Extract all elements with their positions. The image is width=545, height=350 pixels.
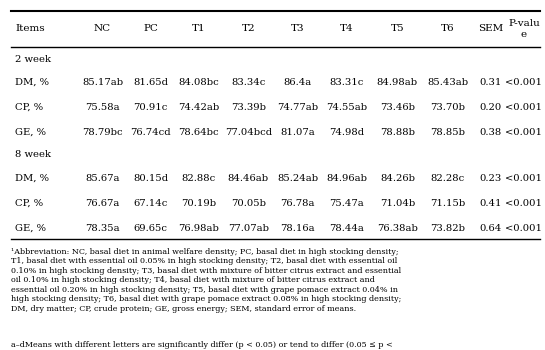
- Text: 75.47a: 75.47a: [330, 199, 364, 208]
- Text: <0.001: <0.001: [505, 128, 542, 137]
- Text: 73.46b: 73.46b: [380, 103, 415, 112]
- Text: 83.31c: 83.31c: [330, 78, 364, 87]
- Text: 0.31: 0.31: [480, 78, 502, 87]
- Text: 8 week: 8 week: [15, 150, 51, 159]
- Text: 82.88c: 82.88c: [181, 174, 216, 183]
- Text: 78.35a: 78.35a: [85, 224, 120, 233]
- Text: 84.46ab: 84.46ab: [228, 174, 269, 183]
- Text: 71.15b: 71.15b: [431, 199, 465, 208]
- Text: T5: T5: [391, 25, 404, 33]
- Text: 76.98ab: 76.98ab: [178, 224, 219, 233]
- Text: 0.64: 0.64: [480, 224, 502, 233]
- Text: CP, %: CP, %: [15, 103, 44, 112]
- Text: 86.4a: 86.4a: [283, 78, 312, 87]
- Text: DM, %: DM, %: [15, 174, 49, 183]
- Text: 85.43ab: 85.43ab: [427, 78, 469, 87]
- Text: a–dMeans with different letters are significantly differ (p < 0.05) or tend to d: a–dMeans with different letters are sign…: [11, 341, 392, 350]
- Text: 0.38: 0.38: [480, 128, 502, 137]
- Text: 73.39b: 73.39b: [231, 103, 266, 112]
- Text: 84.98ab: 84.98ab: [377, 78, 418, 87]
- Text: 73.70b: 73.70b: [431, 103, 465, 112]
- Text: 83.34c: 83.34c: [231, 78, 265, 87]
- Text: 75.58a: 75.58a: [85, 103, 120, 112]
- Text: 0.41: 0.41: [480, 199, 502, 208]
- Text: 67.14c: 67.14c: [134, 199, 168, 208]
- Text: 76.38ab: 76.38ab: [377, 224, 418, 233]
- Text: 77.04bcd: 77.04bcd: [225, 128, 272, 137]
- Text: <0.001: <0.001: [505, 174, 542, 183]
- Text: 78.44a: 78.44a: [329, 224, 364, 233]
- Text: 2 week: 2 week: [15, 55, 51, 63]
- Text: 78.88b: 78.88b: [380, 128, 415, 137]
- Text: 78.64bc: 78.64bc: [179, 128, 219, 137]
- Text: 77.07ab: 77.07ab: [228, 224, 269, 233]
- Text: 85.67a: 85.67a: [85, 174, 120, 183]
- Text: 81.65d: 81.65d: [133, 78, 168, 87]
- Text: 78.16a: 78.16a: [280, 224, 315, 233]
- Text: 78.85b: 78.85b: [431, 128, 465, 137]
- Text: 80.15d: 80.15d: [133, 174, 168, 183]
- Text: 76.67a: 76.67a: [86, 199, 120, 208]
- Text: T2: T2: [241, 25, 255, 33]
- Text: 85.24ab: 85.24ab: [277, 174, 318, 183]
- Text: 84.96ab: 84.96ab: [326, 174, 367, 183]
- Text: 0.23: 0.23: [480, 174, 502, 183]
- Text: 76.74cd: 76.74cd: [130, 128, 171, 137]
- Text: 71.04b: 71.04b: [380, 199, 415, 208]
- Text: 84.26b: 84.26b: [380, 174, 415, 183]
- Text: 70.91c: 70.91c: [134, 103, 168, 112]
- Text: GE, %: GE, %: [15, 224, 46, 233]
- Text: 0.20: 0.20: [480, 103, 502, 112]
- Text: 81.07a: 81.07a: [280, 128, 315, 137]
- Text: 76.78a: 76.78a: [280, 199, 315, 208]
- Text: GE, %: GE, %: [15, 128, 46, 137]
- Text: <0.001: <0.001: [505, 199, 542, 208]
- Text: 70.05b: 70.05b: [231, 199, 266, 208]
- Text: 78.79bc: 78.79bc: [82, 128, 123, 137]
- Text: T4: T4: [340, 25, 354, 33]
- Text: 74.98d: 74.98d: [329, 128, 365, 137]
- Text: <0.001: <0.001: [505, 78, 542, 87]
- Text: 85.17ab: 85.17ab: [82, 78, 123, 87]
- Text: <0.001: <0.001: [505, 103, 542, 112]
- Text: ¹Abbreviation: NC, basal diet in animal welfare density; PC, basal diet in high : ¹Abbreviation: NC, basal diet in animal …: [11, 248, 401, 313]
- Text: PC: PC: [143, 25, 158, 33]
- Text: 74.42ab: 74.42ab: [178, 103, 220, 112]
- Text: 82.28c: 82.28c: [431, 174, 465, 183]
- Text: DM, %: DM, %: [15, 78, 49, 87]
- Text: CP, %: CP, %: [15, 199, 44, 208]
- Text: T1: T1: [192, 25, 205, 33]
- Text: NC: NC: [94, 25, 111, 33]
- Text: SEM: SEM: [478, 25, 504, 33]
- Text: 84.08bc: 84.08bc: [179, 78, 219, 87]
- Text: T6: T6: [441, 25, 455, 33]
- Text: 69.65c: 69.65c: [134, 224, 168, 233]
- Text: 74.55ab: 74.55ab: [326, 103, 367, 112]
- Text: T3: T3: [290, 25, 304, 33]
- Text: 74.77ab: 74.77ab: [277, 103, 318, 112]
- Text: <0.001: <0.001: [505, 224, 542, 233]
- Text: P-valu
e: P-valu e: [508, 19, 540, 38]
- Text: 70.19b: 70.19b: [181, 199, 216, 208]
- Text: 73.82b: 73.82b: [431, 224, 465, 233]
- Text: Items: Items: [15, 25, 45, 33]
